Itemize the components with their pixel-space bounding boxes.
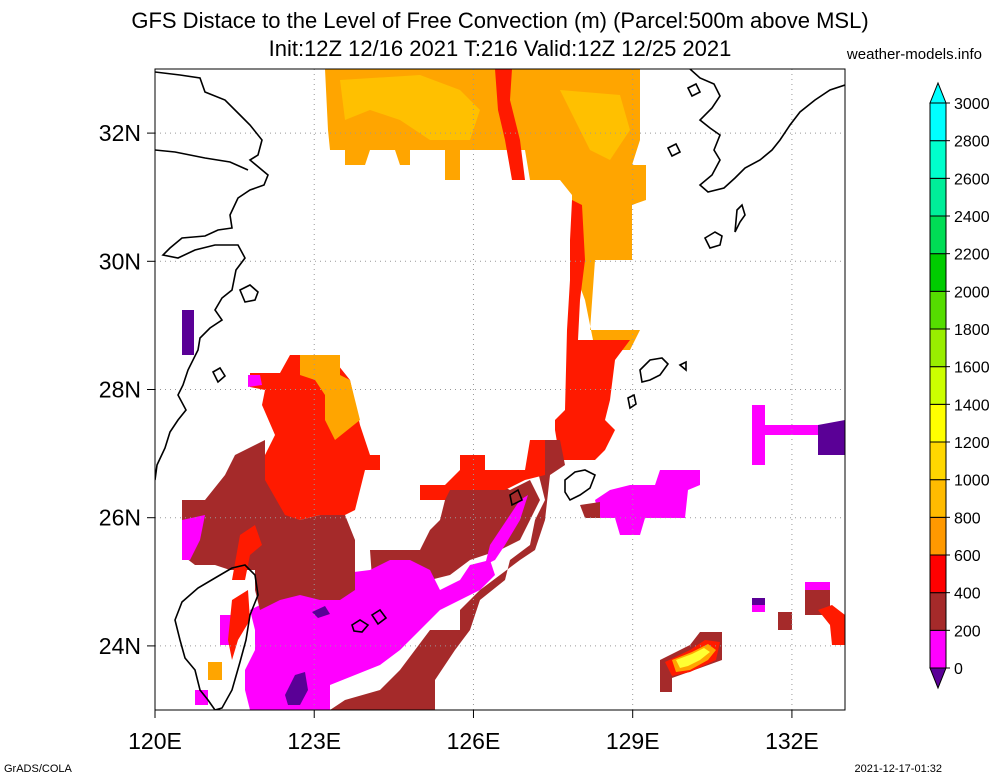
shade-red-far-east — [818, 605, 845, 645]
y-tick-label: 32N — [99, 120, 141, 146]
colorbar-label: 2800 — [954, 134, 990, 151]
colorbar-label: 3000 — [954, 96, 990, 113]
y-tick-label: 26N — [99, 505, 141, 531]
coastline-island-a — [238, 284, 259, 303]
coastline-ryukyu-1 — [564, 469, 597, 502]
shade-magenta-east — [595, 470, 700, 535]
colorbar-label: 200 — [954, 623, 981, 640]
shade-magenta-far-east2 — [805, 582, 830, 590]
shade-purple-far-east — [818, 420, 845, 455]
shade-red-streak — [495, 69, 525, 180]
colorbar-segment — [929, 253, 947, 292]
colorbar-label: 2000 — [954, 284, 990, 301]
shade-magenta-strip — [248, 375, 262, 387]
colorbar-over-arrow — [929, 81, 947, 104]
shade-magenta-south — [245, 560, 495, 710]
colorbar-segment — [929, 328, 947, 368]
colorbar-label: 600 — [954, 548, 981, 565]
coastline-island-b — [211, 366, 227, 384]
colorbar-segment — [929, 177, 947, 217]
colorbar-label: 800 — [954, 510, 981, 527]
coastline-yaeyama — [351, 608, 388, 633]
colorbar-segment — [929, 403, 947, 443]
colorbar-segment — [929, 629, 947, 669]
y-tick-label: 28N — [99, 377, 141, 403]
shading-layer — [182, 69, 845, 710]
shade-yellow-se — [676, 648, 710, 668]
y-tick-label: 30N — [99, 248, 141, 274]
x-axis: 120E 123E 126E 129E 132E — [128, 710, 819, 754]
x-tick-label: 126E — [447, 728, 501, 754]
coastline-ryukyu-2 — [509, 488, 524, 507]
x-tick-label: 132E — [765, 728, 819, 754]
y-tick-label: 24N — [99, 633, 141, 659]
chart-title: GFS Distace to the Level of Free Convect… — [131, 8, 869, 33]
shade-orange-north — [325, 69, 646, 350]
footer-software-label: GrADS/COLA — [4, 763, 72, 775]
colorbar-label: 1400 — [954, 397, 990, 414]
shade-sw-orange — [208, 662, 222, 680]
colorbar-segment — [929, 366, 947, 405]
shade-brown-east-small — [778, 612, 792, 630]
colorbar-label: 2400 — [954, 209, 990, 226]
coastline-amami — [627, 357, 670, 410]
colorbar-segment — [929, 215, 947, 255]
coastline-china — [155, 71, 269, 481]
y-axis: 24N 26N 28N 30N 32N — [99, 120, 155, 659]
coastline-misc — [678, 203, 746, 372]
shade-sw-magenta — [195, 690, 208, 705]
colorbar-label: 1600 — [954, 360, 990, 377]
shade-magenta-far-east — [752, 405, 845, 465]
shade-magenta-west — [182, 515, 205, 560]
colorbar-label: 400 — [954, 586, 981, 603]
colorbar: 0 200 400 600 800 1000 1200 1400 1600 1800 2000 220… — [929, 81, 990, 690]
footer-timestamp: 2021-12-17-01:32 — [854, 763, 942, 775]
colorbar-label: 2600 — [954, 171, 990, 188]
colorbar-segment — [929, 102, 947, 142]
chart-subtitle: Init:12Z 12/16 2021 T:216 Valid:12Z 12/2… — [268, 36, 732, 61]
shade-brown-west — [182, 440, 355, 610]
shade-red-central — [420, 440, 545, 500]
colorbar-segment — [929, 479, 947, 518]
x-tick-label: 120E — [128, 728, 182, 754]
shade-purple-spot1 — [285, 672, 308, 705]
shade-red-east — [555, 200, 630, 460]
colorbar-segment — [929, 516, 947, 556]
coastline-layer — [155, 69, 845, 710]
shade-purple-spot2 — [312, 606, 330, 618]
colorbar-segment — [929, 592, 947, 631]
grid-lines — [155, 69, 845, 710]
x-tick-label: 123E — [287, 728, 341, 754]
shade-magenta-ridge — [485, 495, 528, 565]
shade-west-coast-red — [228, 590, 250, 660]
shade-purple-strip — [182, 310, 194, 355]
shade-orange-west — [300, 355, 360, 440]
shade-magenta-east-small — [752, 605, 765, 612]
colorbar-segment — [929, 441, 947, 481]
shade-amber-patch2 — [560, 90, 630, 160]
colorbar-label: 1200 — [954, 435, 990, 452]
colorbar-segment — [929, 290, 947, 330]
colorbar-segment — [929, 140, 947, 179]
coastline-kyushu — [689, 69, 845, 193]
colorbar-label: 2200 — [954, 247, 990, 264]
shade-brown-far-east — [805, 585, 830, 615]
shade-amber-patches — [340, 75, 480, 140]
colorbar-segment — [929, 554, 947, 594]
colorbar-label: 1800 — [954, 322, 990, 339]
coastline-tanegashima — [703, 231, 723, 249]
credit-label: weather-models.info — [846, 46, 982, 63]
colorbar-label: 0 — [954, 661, 963, 678]
colorbar-label: 1000 — [954, 473, 990, 490]
coastline-yangtze — [155, 149, 249, 171]
shade-purple-east-small — [752, 598, 765, 605]
coastline-taiwan — [174, 564, 259, 710]
x-tick-label: 129E — [606, 728, 660, 754]
coastline-goto — [666, 82, 702, 158]
shade-brown-east-spot — [580, 502, 600, 518]
colorbar-under-arrow — [929, 667, 947, 690]
